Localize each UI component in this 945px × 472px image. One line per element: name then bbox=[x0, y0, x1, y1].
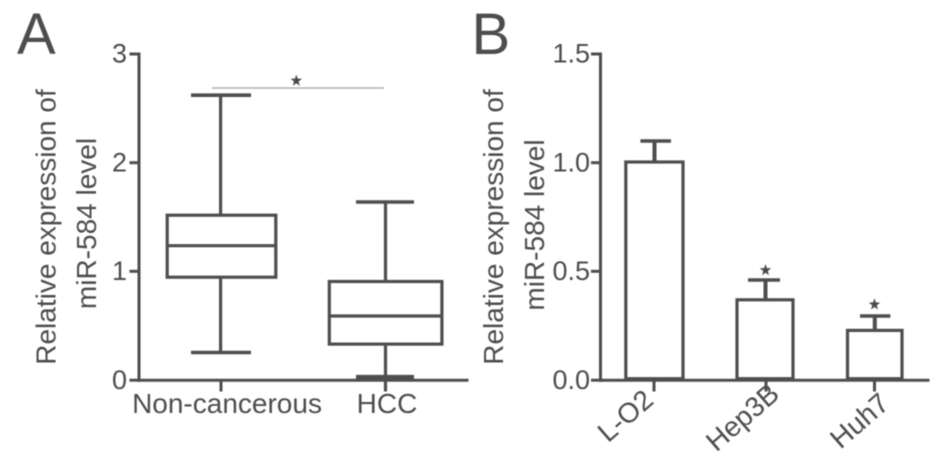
svg-text:miR-584 level: miR-584 level bbox=[519, 139, 550, 310]
svg-text:1.0: 1.0 bbox=[552, 147, 590, 177]
svg-text:1: 1 bbox=[112, 256, 127, 286]
svg-text:0.5: 0.5 bbox=[552, 256, 590, 286]
svg-text:Hep3B: Hep3B bbox=[700, 378, 785, 458]
svg-text:Relative expression of: Relative expression of bbox=[478, 89, 509, 365]
svg-text:Huh7: Huh7 bbox=[824, 387, 895, 454]
svg-text:A: A bbox=[17, 2, 56, 67]
svg-text:B: B bbox=[472, 2, 511, 67]
svg-text:Relative expression of: Relative expression of bbox=[31, 89, 62, 365]
svg-text:Non-cancerous: Non-cancerous bbox=[132, 388, 322, 419]
svg-text:3: 3 bbox=[112, 39, 127, 69]
svg-text:0: 0 bbox=[112, 365, 127, 395]
svg-text:2: 2 bbox=[112, 147, 127, 177]
svg-text:1.5: 1.5 bbox=[552, 39, 590, 69]
svg-text:HCC: HCC bbox=[357, 388, 418, 419]
svg-text:0.0: 0.0 bbox=[552, 365, 590, 395]
svg-text:miR-584 level: miR-584 level bbox=[71, 138, 102, 309]
svg-text:L-O2: L-O2 bbox=[592, 384, 659, 448]
